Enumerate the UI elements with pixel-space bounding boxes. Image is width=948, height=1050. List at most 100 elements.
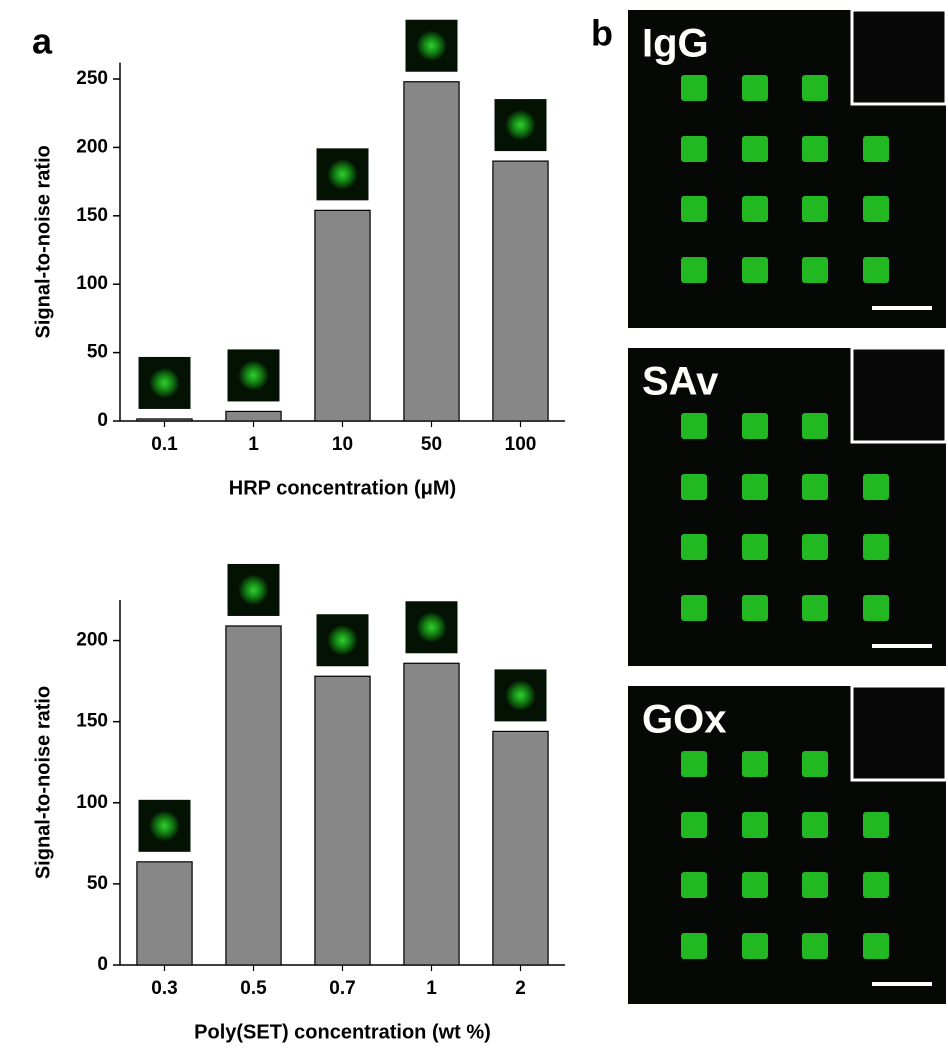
micrograph: IgG [628,8,948,328]
spot [681,812,707,838]
bar [403,81,460,422]
spot [802,474,828,500]
spot [681,534,707,560]
y-tick-label: 50 [87,873,108,894]
spot [681,751,707,777]
micrograph-label: IgG [642,22,709,66]
spot [742,595,768,621]
spot [802,136,828,162]
spot [742,413,768,439]
y-tick-label: 0 [97,410,108,431]
spot [863,534,889,560]
x-tick-label: 0.3 [151,978,177,999]
control-inset [850,8,948,106]
spot [802,751,828,777]
bar [136,861,193,966]
spot [742,474,768,500]
spot [742,751,768,777]
y-tick-label: 0 [97,954,108,975]
panel-label: a [32,21,53,62]
spot [742,534,768,560]
spot [681,413,707,439]
x-tick-label: 100 [505,434,537,455]
bar [492,730,549,966]
inset-image [138,799,191,852]
spot [681,75,707,101]
inset-image [494,669,547,722]
inset-image [227,563,280,616]
x-tick-label: 0.1 [151,434,178,455]
bar [136,418,193,422]
x-tick-label: 0.5 [240,978,267,999]
spot [742,933,768,959]
spot [863,474,889,500]
x-axis-title: HRP concentration (μM) [229,477,456,499]
bar [225,410,282,422]
inset-image [405,19,458,72]
inset-image [405,601,458,654]
spot [681,595,707,621]
y-tick-label: 100 [76,792,108,813]
spot [681,474,707,500]
x-tick-label: 50 [421,434,442,455]
inset-spot [327,159,358,190]
x-tick-label: 1 [426,978,437,999]
y-tick-label: 150 [76,711,108,732]
spot [742,196,768,222]
spot [802,872,828,898]
bar [314,675,371,966]
bar [314,209,371,422]
y-axis-title: Signal-to-noise ratio [32,686,54,879]
micrograph: SAv [628,346,948,666]
inset-spot [149,367,180,398]
x-axis-title: Poly(SET) concentration (wt %) [194,1021,491,1043]
spot [802,75,828,101]
bar [403,662,460,966]
spot [681,872,707,898]
x-tick-label: 0.7 [329,978,355,999]
y-tick-label: 50 [87,342,108,363]
spot [863,595,889,621]
spot [802,534,828,560]
spot [863,933,889,959]
y-tick-label: 150 [76,205,108,226]
spot [863,812,889,838]
spot [802,196,828,222]
spot [863,257,889,283]
inset-spot [505,110,536,141]
micrograph-label: GOx [642,698,726,742]
inset-image [316,148,369,201]
micrograph: GOx [628,684,948,1004]
spot [681,933,707,959]
y-tick-label: 250 [76,68,108,89]
x-tick-label: 1 [248,434,259,455]
inset-spot [238,360,269,391]
spot [681,257,707,283]
x-tick-label: 10 [332,434,353,455]
control-inset [850,346,948,444]
bar [492,160,549,422]
spot [742,872,768,898]
panel-label: b [591,13,613,54]
x-tick-label: 2 [515,978,526,999]
spot [742,75,768,101]
spot [802,413,828,439]
inset-spot [149,810,180,841]
spot [802,812,828,838]
inset-spot [416,30,447,61]
y-tick-label: 200 [76,136,108,157]
spot [802,257,828,283]
inset-image [138,356,191,409]
inset-spot [327,625,358,656]
spot [863,872,889,898]
micrograph-label: SAv [642,360,719,404]
y-tick-label: 200 [76,630,108,651]
spot [681,136,707,162]
spot [681,196,707,222]
inset-image [316,614,369,667]
inset-spot [238,574,269,605]
spot [742,812,768,838]
spot [802,933,828,959]
inset-spot [416,612,447,643]
